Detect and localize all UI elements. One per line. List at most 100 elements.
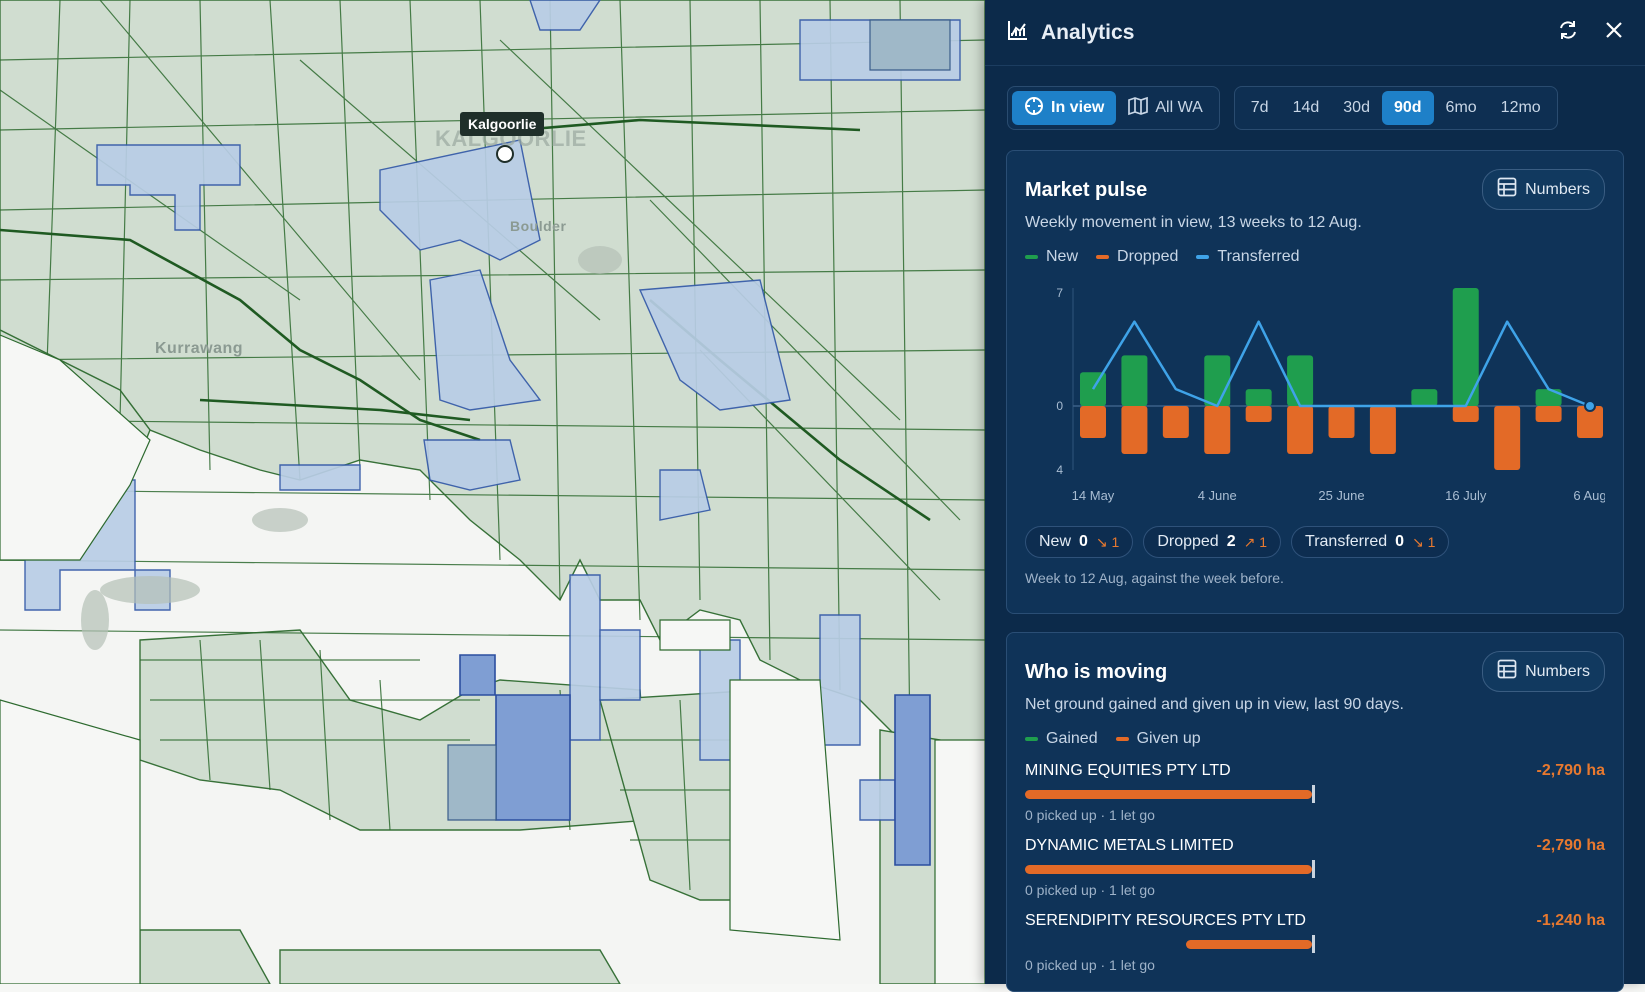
mover-name: MINING EQUITIES PTY LTD (1025, 762, 1231, 779)
x-tick-label: 4 June (1198, 488, 1237, 503)
panel-title: Analytics (1041, 20, 1135, 44)
scope-toggle: In view All WA (1007, 86, 1220, 130)
summary-pill-transferred: Transferred 0 ↘ 1 (1291, 526, 1450, 558)
scope-all-wa-button[interactable]: All WA (1116, 91, 1214, 125)
legend-new: New (1025, 248, 1078, 266)
bar-dropped (1369, 406, 1396, 454)
mover-bar-zero (1312, 935, 1315, 953)
bar-dropped (1577, 406, 1603, 438)
transferred-last-point (1584, 400, 1596, 412)
x-tick-label: 14 May (1072, 488, 1115, 503)
pill-label: New (1039, 533, 1072, 550)
mover-bar-zero (1312, 785, 1315, 803)
mover-bar (1025, 865, 1312, 874)
bar-new (1287, 355, 1314, 406)
mover-row[interactable]: SERENDIPITY RESOURCES PTY LTD -1,240 ha 0 … (1025, 912, 1605, 973)
movers-list: MINING EQUITIES PTY LTD -2,790 ha 0 picked… (1025, 762, 1605, 973)
range-option-14d[interactable]: 14d (1292, 99, 1320, 116)
y-tick-label: 4 (1056, 463, 1063, 477)
scope-in-view-button[interactable]: In view (1012, 91, 1117, 125)
pill-label: Dropped (1157, 533, 1219, 550)
map-view[interactable]: KALGOORLIE Boulder Kurrawang Kalgoorlie (0, 0, 985, 984)
summary-pill-new: New 0 ↘ 1 (1025, 526, 1134, 558)
market-pulse-title: Market pulse (1025, 179, 1148, 201)
pill-delta: ↗ 1 (1243, 533, 1268, 550)
mover-value: -1,240 ha (1536, 912, 1605, 929)
pill-value: 0 (1395, 533, 1405, 550)
range-option-90d[interactable]: 90d (1381, 91, 1434, 125)
who-is-moving-subtitle: Net ground gained and given up in view, … (1025, 696, 1404, 713)
panel-toolbar: In view All WA 7d 14d 30d 90d 6mo 12mo (985, 66, 1645, 130)
range-option-12mo[interactable]: 12mo (1500, 99, 1541, 116)
scope-all-wa-label: All WA (1155, 99, 1203, 116)
refresh-icon[interactable] (1557, 19, 1579, 46)
mover-bar-track (1025, 860, 1315, 878)
map-label-boulder: Boulder (510, 218, 567, 234)
x-tick-label: 6 Aug (1573, 488, 1605, 503)
mover-bar (1025, 790, 1312, 799)
who-is-moving-numbers-button[interactable]: Numbers (1482, 651, 1605, 692)
map-icon (1128, 96, 1149, 121)
tenement-map[interactable] (0, 0, 985, 984)
market-pulse-legend: New Dropped Transferred (1025, 248, 1605, 266)
map-label-kurrawang: Kurrawang (155, 340, 244, 357)
mover-bar-track (1025, 935, 1315, 953)
who-is-moving-numbers-label: Numbers (1525, 662, 1590, 680)
market-pulse-numbers-label: Numbers (1525, 180, 1590, 198)
mover-value: -2,790 ha (1536, 762, 1605, 779)
legend-dropped: Dropped (1096, 248, 1178, 266)
bar-dropped (1245, 406, 1272, 422)
who-is-moving-legend: Gained Given up (1025, 730, 1605, 748)
town-callout[interactable]: Kalgoorlie (460, 112, 545, 136)
market-pulse-chart[interactable]: 7 0 4 14 May 4 June 25 June 16 July 6 Aug (1025, 278, 1605, 518)
legend-gained: Gained (1025, 730, 1098, 748)
scope-in-view-label: In view (1051, 99, 1105, 116)
pulse-summary: New 0 ↘ 1 Dropped 2 ↗ 1 Transferred 0 ↘ 1 (1025, 526, 1605, 558)
bar-new (1245, 389, 1272, 406)
line-transferred (1091, 320, 1591, 408)
market-pulse-numbers-button[interactable]: Numbers (1482, 169, 1605, 210)
range-option-30d[interactable]: 30d (1343, 99, 1370, 116)
mover-value: -2,790 ha (1536, 837, 1605, 854)
bar-dropped (1204, 406, 1231, 454)
analytics-panel: Analytics In view All WA 7d 14d 30d 90d 6mo 1… (985, 0, 1645, 992)
x-tick-label: 16 July (1445, 488, 1487, 503)
mover-meta: 0 picked up · 1 let go (1025, 807, 1155, 823)
bar-dropped (1121, 406, 1148, 454)
mover-bar-track (1025, 785, 1315, 803)
bar-dropped (1328, 406, 1355, 438)
pill-delta: ↘ 1 (1095, 533, 1120, 550)
bar-dropped (1494, 406, 1521, 470)
bar-dropped (1080, 406, 1106, 438)
town-marker[interactable] (496, 145, 514, 163)
pill-value: 0 (1079, 533, 1088, 550)
mover-bar (1185, 940, 1312, 949)
bar-dropped (1452, 406, 1479, 422)
mover-name: DYNAMIC METALS LIMITED (1025, 837, 1234, 854)
chart-icon (1007, 19, 1029, 46)
summary-pill-dropped: Dropped 2 ↗ 1 (1143, 526, 1282, 558)
legend-given-up: Given up (1115, 730, 1201, 748)
bar-new (1204, 355, 1231, 406)
bar-dropped (1287, 406, 1314, 454)
range-selector: 7d 14d 30d 90d 6mo 12mo (1233, 86, 1558, 130)
mover-row[interactable]: MINING EQUITIES PTY LTD -2,790 ha 0 picked… (1025, 762, 1605, 823)
bar-dropped (1162, 406, 1189, 438)
y-tick-label: 0 (1056, 399, 1063, 413)
range-option-6mo[interactable]: 6mo (1445, 99, 1477, 116)
legend-transferred: Transferred (1196, 248, 1300, 266)
mover-meta: 0 picked up · 1 let go (1025, 957, 1155, 973)
table-icon (1497, 177, 1517, 202)
range-option-7d[interactable]: 7d (1250, 99, 1269, 116)
bar-dropped (1535, 406, 1562, 422)
bar-new (1452, 288, 1479, 406)
who-is-moving-card: Who is moving Numbers Net ground gained … (1006, 632, 1624, 992)
crosshair-icon (1024, 96, 1044, 121)
bar-new (1411, 389, 1438, 406)
mover-name: SERENDIPITY RESOURCES PTY LTD (1025, 912, 1306, 929)
y-tick-label: 7 (1056, 286, 1063, 300)
close-icon[interactable] (1605, 21, 1623, 44)
market-pulse-subtitle: Weekly movement in view, 13 weeks to 12 … (1025, 214, 1362, 231)
mover-row[interactable]: DYNAMIC METALS LIMITED -2,790 ha 0 picked … (1025, 837, 1605, 898)
bar-new (1121, 355, 1148, 406)
